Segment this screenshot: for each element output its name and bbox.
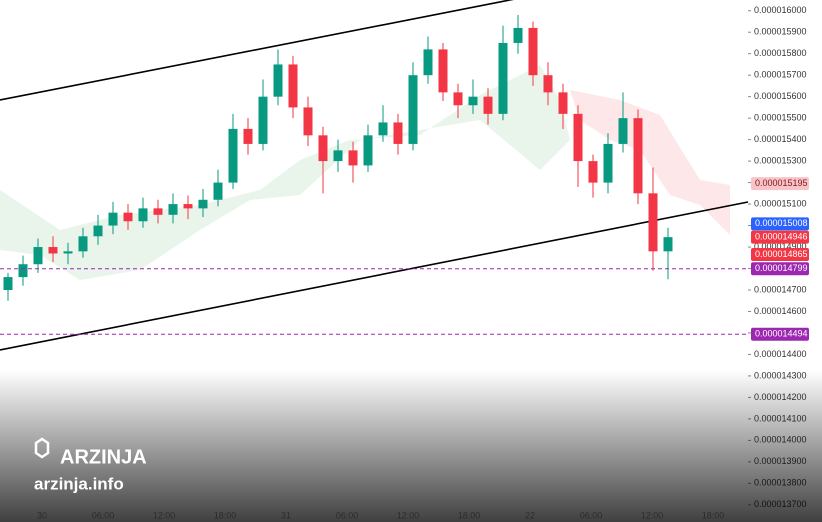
y-tick-label: 0.000014400 xyxy=(754,349,807,359)
trend-line xyxy=(0,201,749,351)
candle-body xyxy=(18,264,28,278)
logo xyxy=(34,437,50,459)
candle-body xyxy=(198,199,208,209)
candle-body xyxy=(453,92,463,106)
candle-body xyxy=(228,128,238,183)
candle-body xyxy=(648,193,658,252)
price-label: 0.000015195 xyxy=(755,178,808,188)
price-label: 0.000014799 xyxy=(755,263,808,273)
candle-body xyxy=(393,122,403,144)
price-box xyxy=(751,217,809,231)
shade xyxy=(0,370,822,522)
price-label: 0.000014946 xyxy=(755,232,808,242)
candle-body xyxy=(483,96,493,114)
brand: ARZINJA xyxy=(60,446,147,468)
candle-body xyxy=(603,143,613,183)
trend-line xyxy=(0,0,514,101)
candle-body xyxy=(588,161,598,183)
candle-body xyxy=(513,27,523,43)
y-tick-label: 0.000015400 xyxy=(754,134,807,144)
candle-body xyxy=(213,182,223,200)
candle-body xyxy=(288,64,298,108)
candle-body xyxy=(468,96,478,106)
candle-body xyxy=(153,208,163,215)
candle-body xyxy=(108,212,118,226)
candle-body xyxy=(438,49,448,93)
candle-body xyxy=(3,277,13,290)
candle-body xyxy=(543,75,553,93)
candle-body xyxy=(558,92,568,114)
candle-body xyxy=(528,27,538,76)
price-box xyxy=(751,248,809,262)
candle-body xyxy=(183,204,193,209)
y-tick-label: 0.000015700 xyxy=(754,70,807,80)
price-box xyxy=(751,230,809,244)
candle-body xyxy=(78,236,88,252)
y-tick-label: 0.000015100 xyxy=(754,198,807,208)
watermark: ARZINJA arzinja.info xyxy=(34,437,147,493)
candle-body xyxy=(138,208,148,222)
candle-body xyxy=(573,113,583,162)
candle-body xyxy=(63,251,73,254)
price-label: 0.000014865 xyxy=(755,249,808,259)
y-tick-label: 0.000016000 xyxy=(754,5,807,15)
candle-body xyxy=(318,135,328,162)
y-tick-label: 0.000015900 xyxy=(754,27,807,37)
candle-body xyxy=(243,128,253,144)
candle-body xyxy=(273,64,283,97)
price-label: 0.000015008 xyxy=(755,218,808,228)
candle-body xyxy=(33,247,43,265)
y-tick-label: 0.000014900 xyxy=(754,241,807,251)
y-tick-label: 0.000015800 xyxy=(754,48,807,58)
candle-body xyxy=(408,75,418,144)
candle-body xyxy=(123,212,133,222)
cloud-red xyxy=(570,90,730,235)
candle-body xyxy=(168,204,178,215)
price-label: 0.000014494 xyxy=(755,329,808,339)
candle-body xyxy=(663,237,673,252)
candle-body xyxy=(363,135,373,166)
price-box xyxy=(751,327,809,341)
candle-body xyxy=(348,150,358,166)
candle-body xyxy=(48,247,58,254)
y-tick-label: 0.000015600 xyxy=(754,91,807,101)
candle-body xyxy=(618,118,628,144)
price-box xyxy=(751,177,809,191)
y-tick-label: 0.000014700 xyxy=(754,284,807,294)
candle-body xyxy=(303,107,313,136)
candle-body xyxy=(258,96,268,144)
candle-body xyxy=(333,150,343,162)
site: arzinja.info xyxy=(34,474,124,493)
candle-body xyxy=(498,42,508,114)
price-box xyxy=(751,262,809,276)
candle-body xyxy=(93,225,103,237)
y-tick-label: 0.000015300 xyxy=(754,155,807,165)
candle-body xyxy=(378,122,388,136)
candle-body xyxy=(633,118,643,194)
y-tick-label: 0.000014600 xyxy=(754,306,807,316)
y-tick-label: 0.000015500 xyxy=(754,113,807,123)
candle-body xyxy=(423,49,433,76)
